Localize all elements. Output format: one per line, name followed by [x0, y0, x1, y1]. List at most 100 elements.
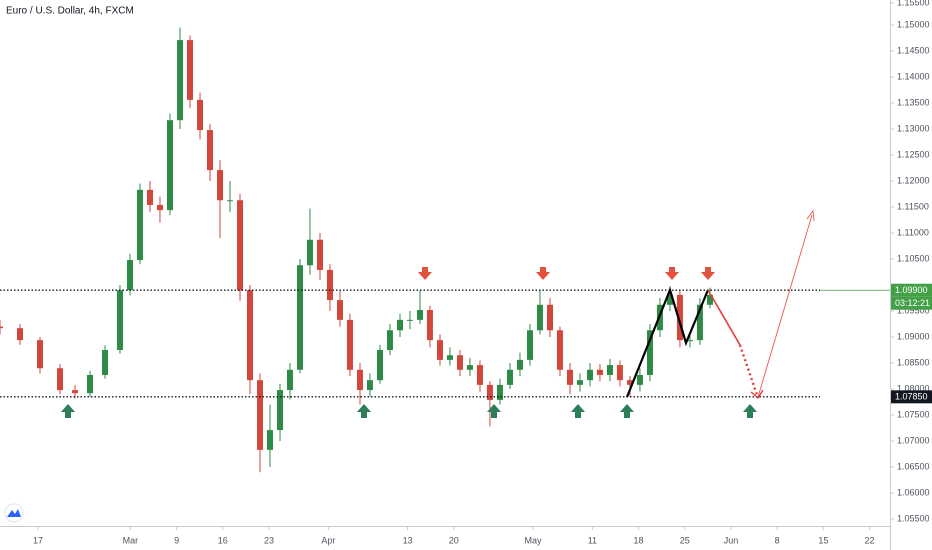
x-tick-label: 22: [865, 535, 875, 545]
y-tick-label: 1.11000: [897, 227, 929, 237]
candle-body: [436, 340, 443, 360]
sell-arrow: [418, 267, 432, 280]
y-tick-label: 1.06000: [897, 487, 930, 497]
y-tick-label: 1.15000: [897, 19, 930, 29]
candle-body: [586, 369, 593, 381]
countdown-box: [891, 296, 932, 310]
y-tick-label: 1.08500: [897, 357, 930, 367]
y-tick-label: 1.14500: [897, 45, 930, 55]
candle-body: [226, 200, 233, 202]
y-tick-label: 1.09000: [897, 331, 930, 341]
candle-body: [147, 189, 154, 205]
candle-body: [56, 368, 63, 391]
y-tick-label: 1.06500: [897, 461, 930, 471]
candle-body: [136, 189, 143, 261]
candle-body: [206, 130, 213, 171]
candle-body: [696, 304, 703, 341]
candle-body: [536, 304, 543, 331]
candle-body: [626, 380, 633, 385]
candle-body: [646, 330, 653, 375]
candle-body: [36, 340, 43, 369]
candle-body: [337, 300, 344, 320]
x-tick-label: 23: [264, 535, 274, 545]
candle-body: [456, 355, 463, 370]
x-tick-label: 9: [174, 535, 179, 545]
candle-body: [566, 369, 573, 385]
x-tick-label: Mar: [123, 535, 139, 545]
plot: [0, 27, 890, 473]
x-tick-label: May: [524, 535, 542, 545]
x-tick-label: 25: [680, 535, 690, 545]
x-tick-label: 16: [218, 535, 228, 545]
x-tick-label: 11: [588, 535, 597, 545]
candle-body: [277, 390, 284, 431]
candle-body: [416, 309, 423, 320]
buy-arrow: [357, 404, 371, 418]
x-tick-label: 17: [33, 535, 43, 545]
y-tick-label: 1.15500: [897, 0, 930, 7]
candle-body: [266, 430, 273, 450]
buy-arrow: [61, 404, 75, 418]
y-tick-label: 1.05500: [897, 513, 930, 523]
candle-body: [16, 328, 23, 341]
candle-body: [217, 170, 224, 201]
candle-body: [616, 365, 623, 381]
y-tick-label: 1.13500: [897, 97, 930, 107]
buy-arrow: [620, 404, 634, 418]
candle-body: [326, 269, 333, 301]
candle-body: [366, 380, 373, 391]
candle-body: [576, 380, 583, 385]
x-tick-label: 15: [818, 535, 828, 545]
candle-body: [72, 390, 79, 394]
projection-dotted: [738, 344, 759, 396]
y-tick-label: 1.08000: [897, 383, 930, 393]
candle-body: [0, 326, 3, 329]
candle-body: [556, 330, 563, 370]
buy-arrow: [487, 404, 501, 418]
candle-body: [466, 365, 473, 370]
candle-body: [676, 294, 683, 341]
y-tick-label: 1.10500: [897, 253, 930, 263]
y-tick-label: 1.11500: [897, 201, 929, 211]
x-tick-label: 8: [775, 535, 780, 545]
sell-arrow: [701, 267, 715, 280]
candle-body: [446, 355, 453, 360]
y-tick-label: 1.13000: [897, 123, 930, 133]
x-tick-label: Apr: [321, 535, 335, 545]
y-tick-label: 1.09500: [897, 305, 930, 315]
level-label-box: [891, 283, 932, 297]
chart-title: Euro / U.S. Dollar, 4h, FXCM: [6, 6, 134, 17]
candle-body: [177, 40, 184, 121]
logo-mark: [7, 509, 21, 517]
sell-arrow: [536, 267, 550, 280]
candle-body: [686, 340, 693, 342]
candle-body: [87, 374, 94, 394]
candle-body: [476, 365, 483, 385]
candle-body: [257, 380, 264, 450]
x-tick-label: 20: [449, 535, 459, 545]
candle-body: [237, 200, 244, 291]
level-label-box: [891, 390, 932, 404]
candle-body: [197, 99, 204, 131]
y-tick-label: 1.12000: [897, 175, 930, 185]
countdown-label: 03:12:21: [895, 298, 930, 308]
y-tick-label: 1.14000: [897, 71, 930, 81]
arrow-head: [750, 389, 764, 400]
y-tick-label: 1.07500: [897, 409, 930, 419]
candle-body: [167, 120, 174, 211]
candle-body: [156, 204, 163, 211]
candle-body: [666, 294, 673, 305]
candle-body: [396, 319, 403, 331]
sell-arrow: [665, 267, 679, 280]
arrow-head: [806, 209, 815, 222]
candle-body: [297, 265, 304, 370]
x-tick-label: 13: [403, 535, 413, 545]
candle-body: [516, 359, 523, 370]
candle-body: [426, 309, 433, 341]
buy-arrow: [571, 404, 585, 418]
candle-body: [346, 319, 353, 370]
x-tick-label: 18: [634, 535, 644, 545]
candle-body: [127, 260, 134, 291]
